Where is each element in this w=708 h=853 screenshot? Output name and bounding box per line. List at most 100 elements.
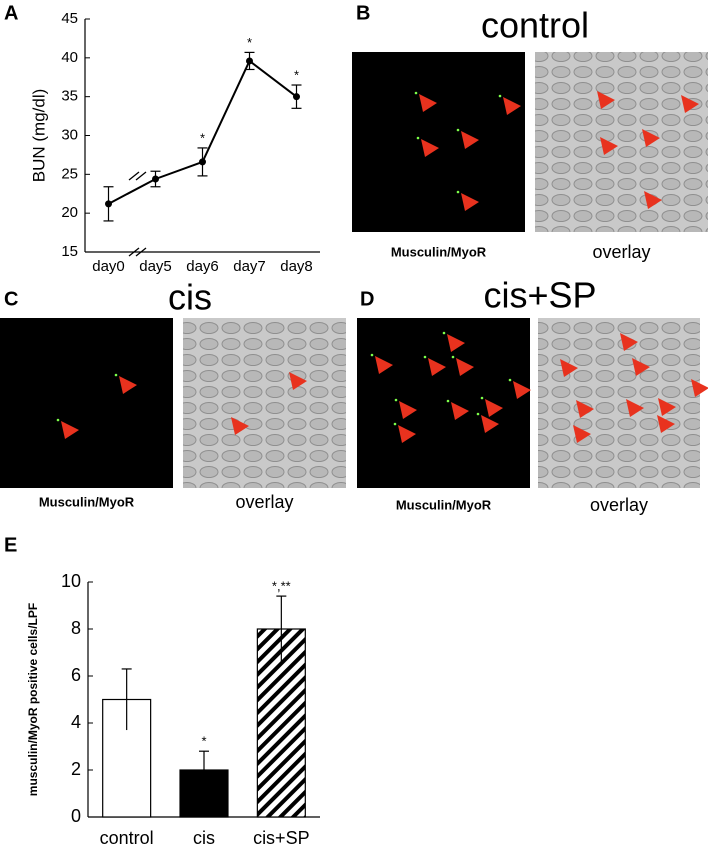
arrowhead bbox=[461, 131, 479, 149]
panel-letter: C bbox=[4, 288, 18, 310]
panel-letter: B bbox=[356, 2, 370, 24]
positive-cell bbox=[456, 190, 460, 194]
arrowhead bbox=[375, 356, 393, 374]
image-caption: Musculin/MyoR bbox=[391, 244, 487, 259]
positive-cell bbox=[423, 355, 427, 359]
y-tick-label: 2 bbox=[71, 759, 81, 779]
arrowhead bbox=[691, 379, 708, 397]
arrowhead bbox=[231, 417, 249, 435]
arrowhead bbox=[657, 415, 675, 433]
y-tick-label: 6 bbox=[71, 665, 81, 685]
panel-letter: D bbox=[360, 288, 374, 310]
panel-letter: E bbox=[4, 534, 17, 556]
overlay-image bbox=[183, 318, 346, 488]
panel-title: cis+SP bbox=[483, 275, 596, 316]
arrowhead bbox=[119, 376, 137, 394]
arrowhead bbox=[419, 94, 437, 112]
arrowhead bbox=[398, 425, 416, 443]
panel-title: cis bbox=[168, 277, 212, 318]
arrowhead bbox=[485, 399, 503, 417]
arrowhead bbox=[681, 95, 699, 113]
panel-title: control bbox=[481, 5, 589, 46]
arrowhead bbox=[421, 139, 439, 157]
x-tick-label: cis bbox=[193, 828, 215, 848]
y-tick-label: 45 bbox=[61, 10, 78, 27]
y-tick-label: 35 bbox=[61, 88, 78, 105]
axis-break bbox=[135, 247, 147, 257]
arrowhead bbox=[597, 91, 615, 109]
arrowhead bbox=[451, 402, 469, 420]
arrowhead bbox=[576, 400, 594, 418]
x-tick-label: day5 bbox=[139, 258, 172, 275]
y-tick-label: 40 bbox=[61, 49, 78, 66]
positive-cell bbox=[456, 128, 460, 132]
y-tick-label: 8 bbox=[71, 618, 81, 638]
significance-mark: * bbox=[200, 130, 205, 145]
x-tick-label: day0 bbox=[92, 258, 125, 275]
data-point bbox=[293, 93, 300, 101]
arrowhead bbox=[644, 191, 662, 209]
arrowhead bbox=[600, 137, 618, 155]
arrowhead bbox=[620, 333, 638, 351]
data-point bbox=[246, 57, 253, 65]
x-tick-label: day6 bbox=[186, 258, 219, 275]
arrowhead bbox=[626, 399, 644, 417]
positive-cell bbox=[414, 91, 418, 95]
panel-letter: A bbox=[4, 2, 18, 24]
positive-cell bbox=[393, 422, 397, 426]
fluorescence-image bbox=[357, 318, 530, 488]
arrowhead bbox=[461, 193, 479, 211]
significance-mark: * bbox=[247, 35, 252, 50]
arrowhead bbox=[289, 372, 307, 390]
significance-mark: * bbox=[201, 734, 206, 749]
positive-cell bbox=[442, 331, 446, 335]
data-point bbox=[105, 200, 112, 208]
axis-break bbox=[135, 171, 147, 181]
overlay-image bbox=[538, 318, 700, 488]
y-tick-label: 4 bbox=[71, 712, 81, 732]
positive-cell bbox=[416, 136, 420, 140]
x-tick-label: cis+SP bbox=[253, 828, 310, 848]
arrowhead bbox=[503, 97, 521, 115]
fluorescence-image bbox=[352, 52, 525, 232]
positive-cell bbox=[480, 396, 484, 400]
axis-break bbox=[128, 247, 140, 257]
x-tick-label: day8 bbox=[280, 258, 313, 275]
positive-cell bbox=[476, 412, 480, 416]
image-caption: overlay bbox=[590, 495, 648, 515]
positive-cell bbox=[508, 378, 512, 382]
positive-cell bbox=[451, 355, 455, 359]
significance-mark: * bbox=[294, 67, 299, 82]
arrowhead bbox=[642, 129, 660, 147]
y-axis-label: musculin/MyoR positive cells/LPF bbox=[26, 603, 40, 796]
axis-break bbox=[128, 171, 140, 181]
y-tick-label: 30 bbox=[61, 126, 78, 143]
y-axis-label: BUN (mg/dl) bbox=[29, 89, 48, 183]
y-tick-label: 15 bbox=[61, 243, 78, 260]
y-tick-label: 10 bbox=[61, 571, 81, 591]
arrowhead bbox=[632, 358, 650, 376]
arrowhead bbox=[447, 334, 465, 352]
y-tick-label: 0 bbox=[71, 806, 81, 826]
image-caption: Musculin/MyoR bbox=[39, 494, 135, 509]
data-point bbox=[152, 175, 159, 183]
positive-cell bbox=[56, 418, 60, 422]
positive-cell bbox=[114, 373, 118, 377]
positive-cell bbox=[446, 399, 450, 403]
positive-cell bbox=[370, 353, 374, 357]
image-caption: overlay bbox=[592, 242, 650, 262]
arrowhead bbox=[481, 415, 499, 433]
overlay-image bbox=[535, 52, 708, 232]
y-tick-label: 20 bbox=[61, 204, 78, 221]
arrowhead bbox=[399, 401, 417, 419]
significance-mark: *,** bbox=[272, 579, 291, 594]
image-caption: Musculin/MyoR bbox=[396, 497, 492, 512]
arrowhead bbox=[658, 398, 676, 416]
data-point bbox=[199, 158, 206, 166]
arrowhead bbox=[61, 421, 79, 439]
y-tick-label: 25 bbox=[61, 165, 78, 182]
fluorescence-image bbox=[0, 318, 173, 488]
image-caption: overlay bbox=[235, 492, 293, 512]
arrowhead bbox=[513, 381, 531, 399]
